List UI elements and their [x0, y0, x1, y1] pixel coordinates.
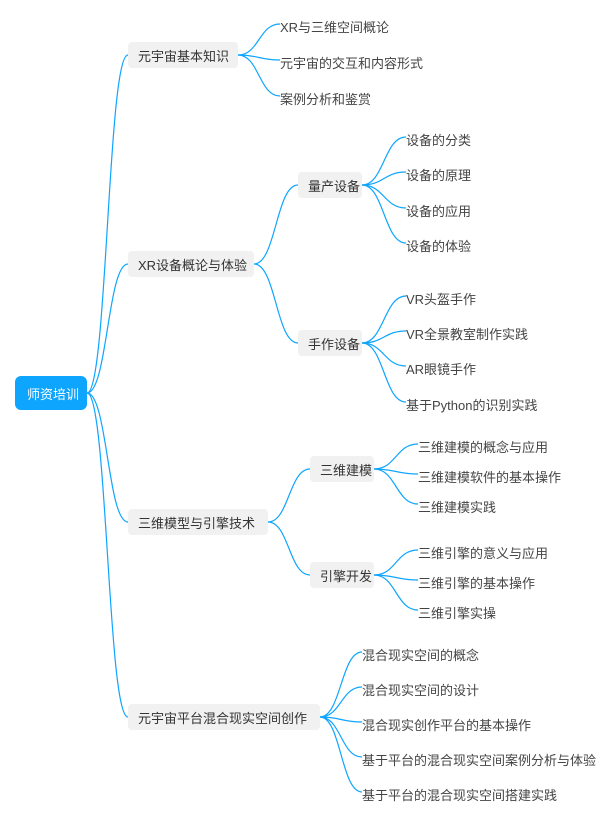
mindmap-node: 元宇宙基本知识 [128, 42, 238, 68]
mindmap-node: VR全景教室制作实践 [406, 322, 528, 345]
mindmap-node: 引擎开发 [310, 562, 374, 588]
mindmap-node: 三维建模的概念与应用 [418, 435, 548, 458]
mindmap-node: 基于Python的识别实践 [406, 393, 537, 416]
mindmap-node: 基于平台的混合现实空间搭建实践 [362, 783, 557, 806]
mindmap-node: 混合现实创作平台的基本操作 [362, 713, 531, 736]
mindmap-node: 元宇宙平台混合现实空间创作 [128, 704, 320, 730]
mindmap-node: 混合现实空间的设计 [362, 678, 479, 701]
mindmap-node: 三维建模 [310, 456, 374, 482]
mindmap-node: 三维引擎的基本操作 [418, 571, 535, 594]
mindmap-node: 手作设备 [298, 330, 362, 356]
mindmap-node: XR与三维空间概论 [280, 15, 389, 38]
mindmap-node: 三维建模实践 [418, 495, 496, 518]
mindmap-node: 师资培训 [15, 376, 87, 410]
mindmap-node: 元宇宙的交互和内容形式 [280, 51, 423, 74]
mindmap-node: 基于平台的混合现实空间案例分析与体验 [362, 748, 596, 771]
mindmap-node: AR眼镜手作 [406, 357, 476, 380]
mindmap-node: VR头盔手作 [406, 287, 476, 310]
mindmap-node: 设备的原理 [406, 163, 471, 186]
mindmap-node: 设备的应用 [406, 199, 471, 222]
mindmap-node: 三维模型与引擎技术 [128, 509, 268, 535]
mindmap-node: 案例分析和鉴赏 [280, 87, 371, 110]
mindmap-node: 三维建模软件的基本操作 [418, 465, 561, 488]
mindmap-node: 三维引擎实操 [418, 601, 496, 624]
mindmap-node: 三维引擎的意义与应用 [418, 541, 548, 564]
mindmap-node: 设备的分类 [406, 128, 471, 151]
mindmap-node: 量产设备 [298, 172, 362, 198]
mindmap-node: 混合现实空间的概念 [362, 643, 479, 666]
mindmap-node: XR设备概论与体验 [128, 251, 254, 277]
mindmap-node: 设备的体验 [406, 234, 471, 257]
